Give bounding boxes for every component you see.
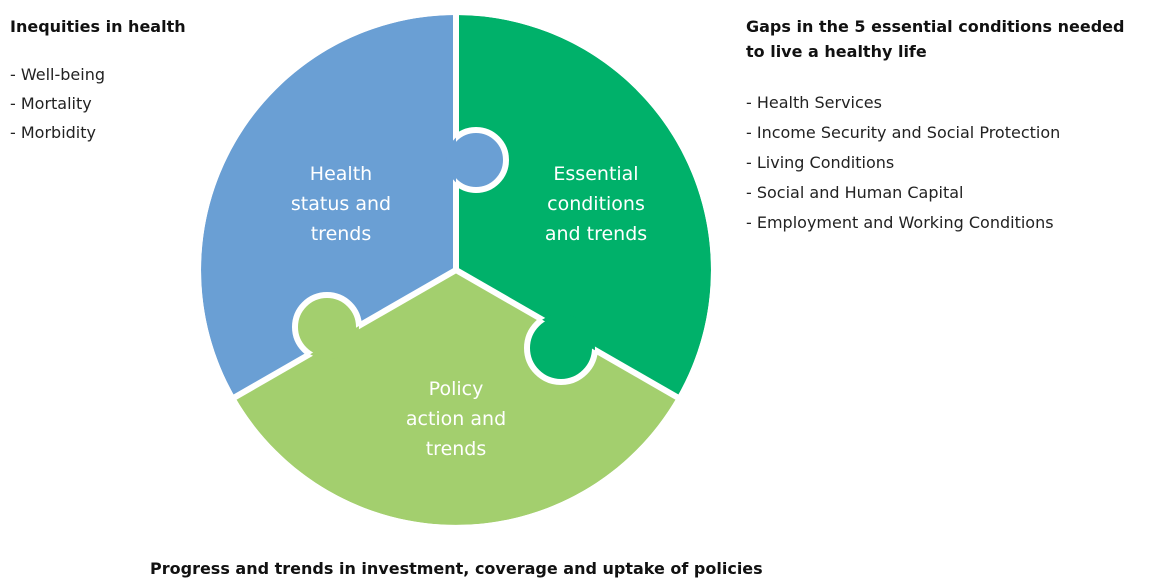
segment-label: Policy [429, 378, 484, 400]
panel-item: - Social and Human Capital [746, 183, 963, 202]
knob [527, 314, 595, 382]
panel-item: - Employment and Working Conditions [746, 213, 1054, 232]
segment-label: conditions [547, 193, 645, 215]
panel-item: - Morbidity [10, 123, 96, 142]
segment-label: trends [311, 223, 372, 245]
policy-piece [235, 270, 677, 525]
segment-label: and trends [545, 223, 647, 245]
labels: Inequities in health - Well-being - Mortal… [10, 17, 1124, 578]
panel-item: - Well-being [10, 65, 105, 84]
panel-item: - Living Conditions [746, 153, 894, 172]
segment-label: Essential [553, 163, 638, 185]
segment-label: action and [406, 408, 506, 430]
segment-label: status and [291, 193, 391, 215]
panel-title: Inequities in health [10, 17, 186, 36]
knob [295, 295, 359, 359]
puzzle-wheel [197, 10, 715, 529]
panel-item: - Income Security and Social Protection [746, 123, 1060, 142]
panel-title: to live a healthy life [746, 42, 927, 61]
conditions-piece [456, 15, 711, 398]
caption: Progress and trends in investment, cover… [150, 559, 763, 578]
panel-title: Gaps in the 5 essential conditions neede… [746, 17, 1124, 36]
panel-item: - Health Services [746, 93, 882, 112]
segment-label: trends [426, 438, 487, 460]
knob [446, 130, 506, 190]
panel-item: - Mortality [10, 94, 92, 113]
health-piece [201, 15, 456, 398]
segment-label: Health [310, 163, 372, 185]
